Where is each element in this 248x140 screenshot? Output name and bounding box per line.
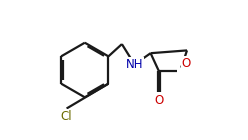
Text: O: O <box>154 94 164 107</box>
Text: O: O <box>181 57 191 70</box>
Text: NH: NH <box>126 58 143 71</box>
Text: Cl: Cl <box>61 110 72 123</box>
